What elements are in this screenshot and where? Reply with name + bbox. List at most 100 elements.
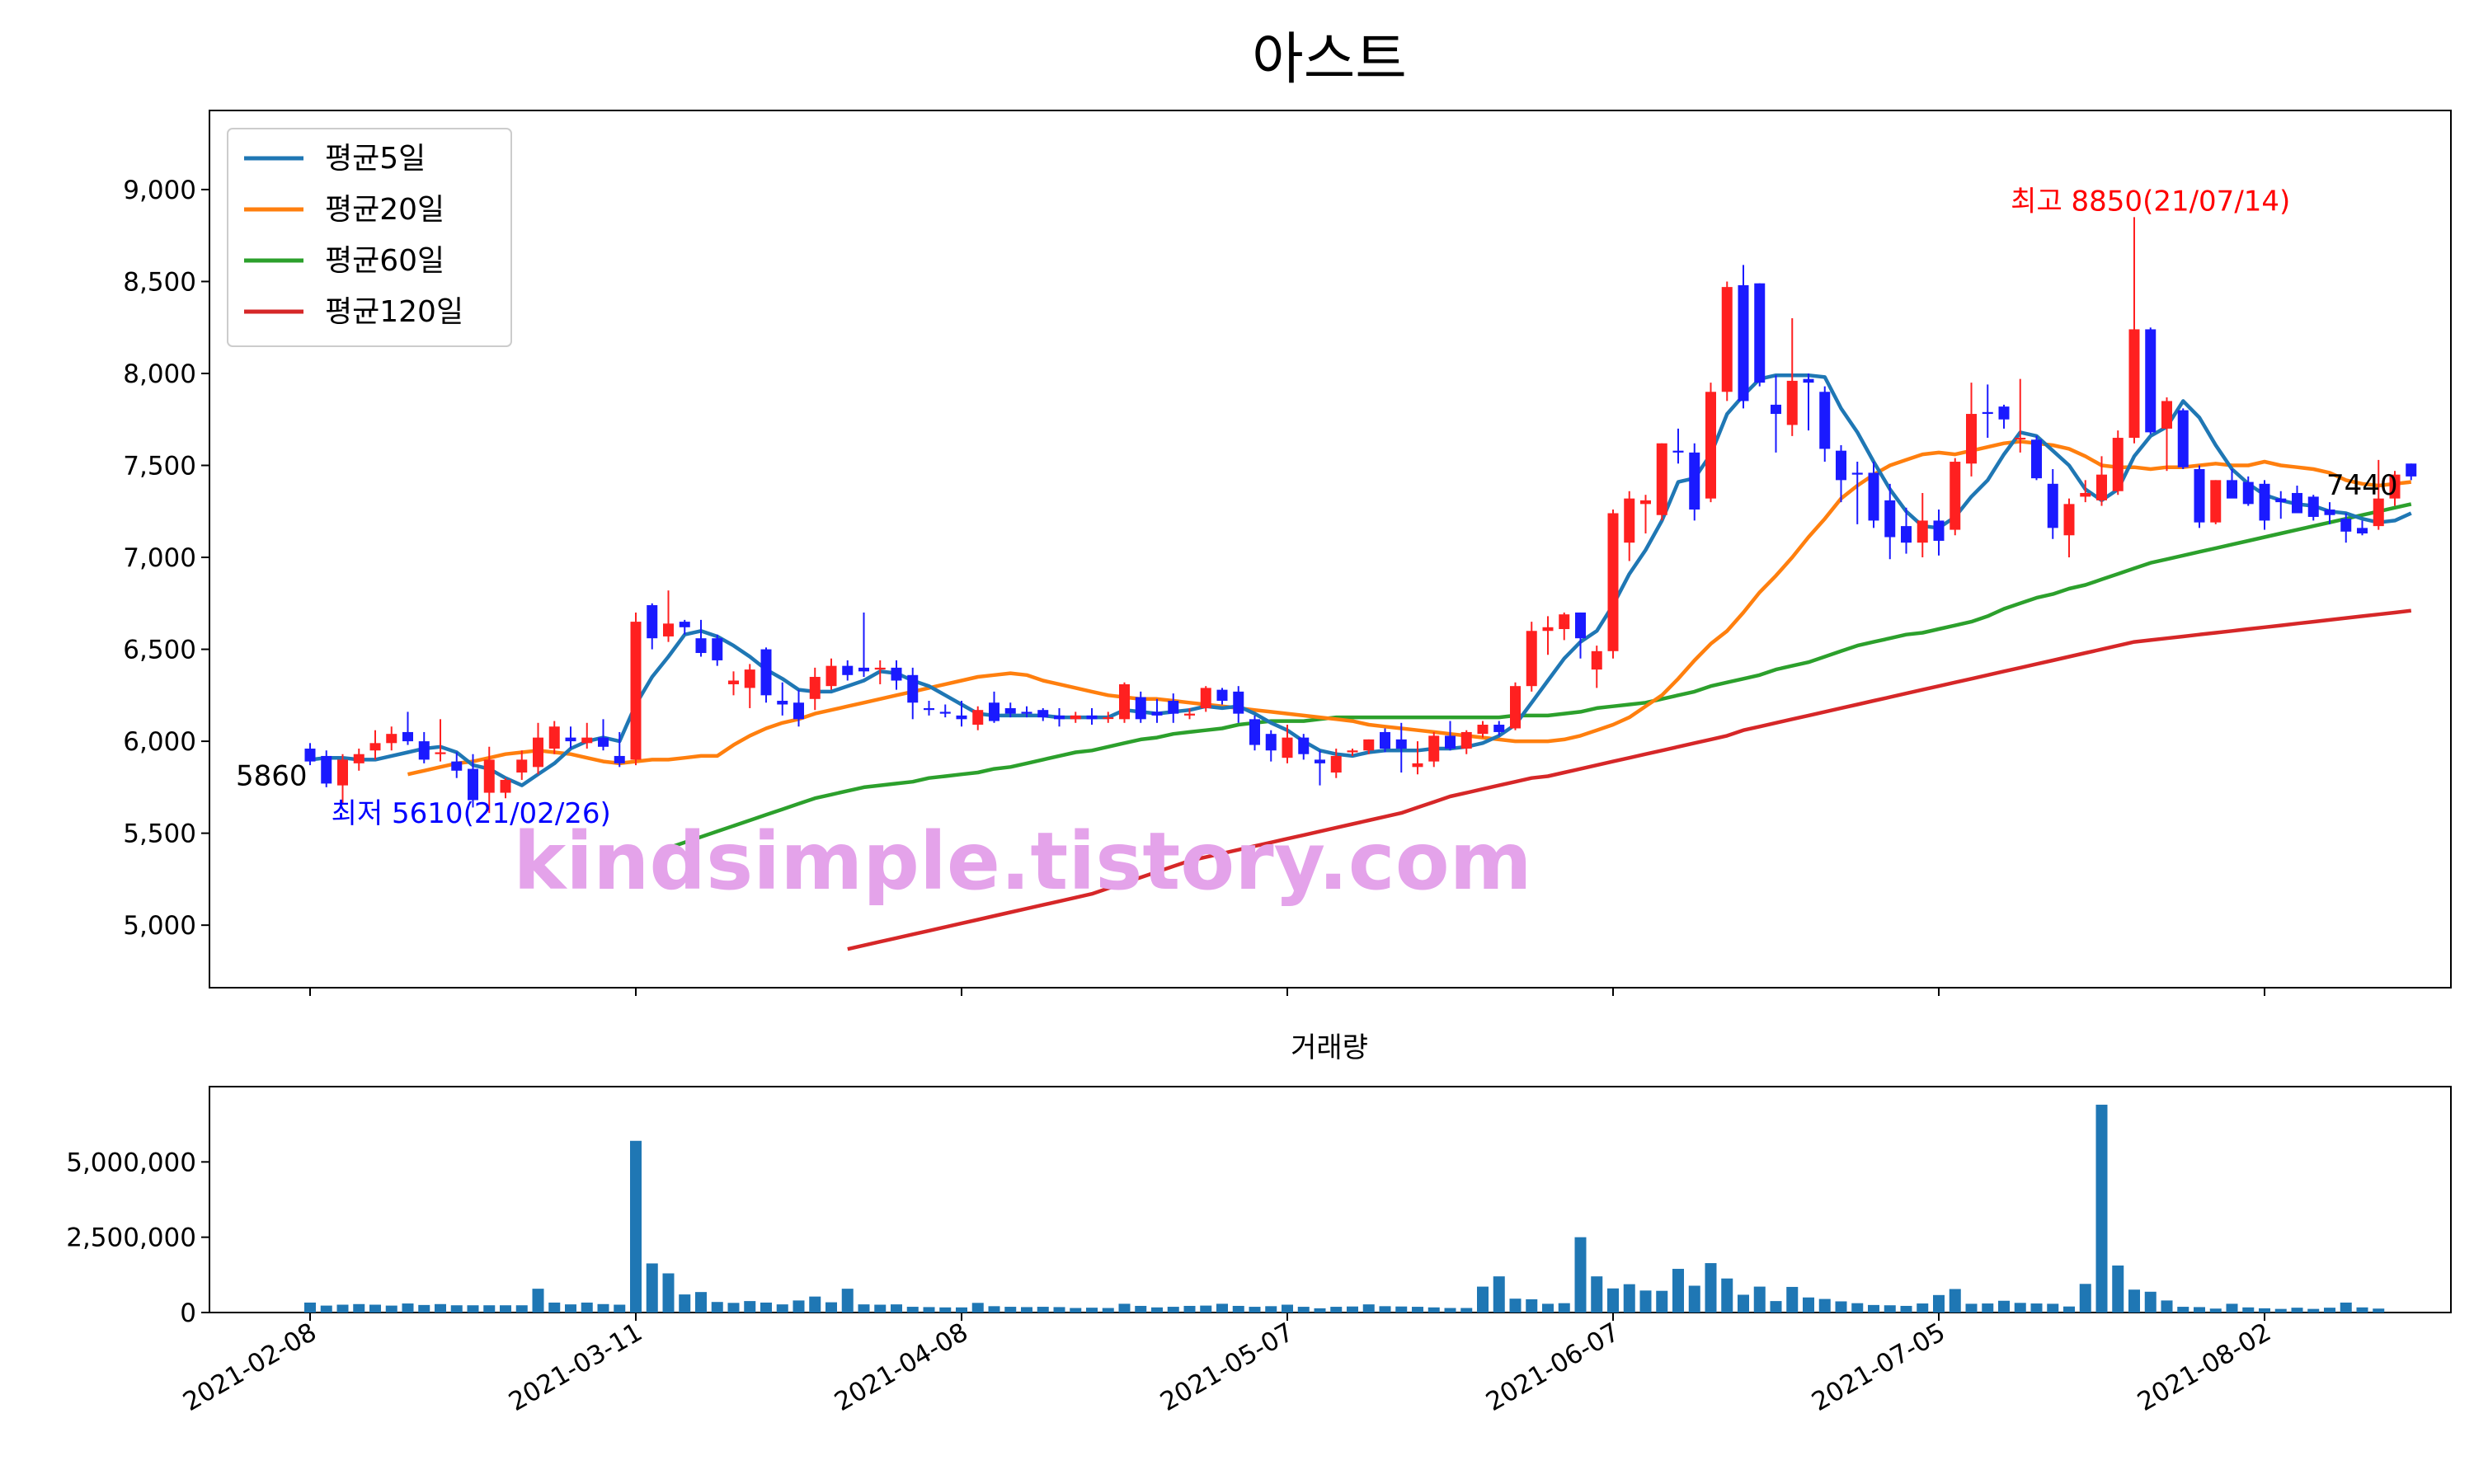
chart-title: 아스트 <box>1252 27 1407 92</box>
volume-bar <box>760 1302 772 1313</box>
candle-body <box>809 677 821 699</box>
volume-bar <box>906 1307 919 1313</box>
candle-body <box>1851 472 1863 475</box>
volume-bar <box>1574 1237 1587 1313</box>
volume-bar <box>2112 1266 2124 1313</box>
candle-body <box>793 702 804 720</box>
x-tick-label: 2021-08-02 <box>2133 1317 2276 1417</box>
candle-body <box>1771 404 1781 415</box>
candle <box>1315 750 1325 786</box>
volume-bar <box>1053 1307 1065 1313</box>
volume-bar <box>548 1302 561 1313</box>
volume-bar <box>923 1307 935 1313</box>
y-tick-label: 7,000 <box>123 543 196 573</box>
candle-body <box>1330 755 1342 773</box>
volume-bar <box>891 1304 902 1313</box>
candle <box>1982 384 1993 439</box>
legend-label: 평균60일 <box>325 244 444 278</box>
candle <box>1103 711 1114 723</box>
candle-body <box>1233 691 1244 714</box>
volume-bar <box>2014 1303 2026 1313</box>
candle-body <box>614 755 625 763</box>
volume-bar <box>1249 1307 1261 1313</box>
candle <box>2194 465 2205 528</box>
candle <box>483 746 495 814</box>
candle-body <box>2275 498 2287 503</box>
volume-bar <box>1803 1297 1814 1313</box>
candle <box>1656 443 1667 521</box>
volume-bar <box>1705 1263 1717 1313</box>
candle <box>630 612 642 766</box>
candle <box>1917 492 1928 558</box>
candle-body <box>1917 520 1928 543</box>
candle-body <box>1298 737 1310 754</box>
candle <box>2080 480 2091 503</box>
candle-body <box>565 737 576 742</box>
legend-label: 평균5일 <box>325 142 426 176</box>
candle-body <box>1624 498 1635 543</box>
candle <box>728 671 739 696</box>
y-tick-label: 5,000,000 <box>66 1148 196 1177</box>
candle <box>1510 682 1521 730</box>
volume-bar <box>841 1289 854 1313</box>
candle-body <box>2324 510 2335 515</box>
candle <box>1347 749 1358 756</box>
candle <box>353 749 365 771</box>
candle-body <box>1884 500 1896 538</box>
candle <box>1298 734 1310 760</box>
volume-bar <box>1135 1305 1147 1313</box>
candle <box>1363 739 1375 754</box>
volume-title: 거래량 <box>1291 1031 1368 1064</box>
candle-body <box>2389 474 2401 499</box>
volume-bar <box>1004 1307 1017 1313</box>
candle-body <box>369 743 381 751</box>
volume-bar <box>1542 1303 1554 1313</box>
candle-body <box>1363 739 1375 751</box>
candle-body <box>2307 496 2319 517</box>
candle <box>2031 435 2042 481</box>
candle <box>1851 462 1863 524</box>
volume-bar <box>2307 1308 2320 1313</box>
candle <box>939 704 951 718</box>
candle <box>1168 693 1179 723</box>
candle <box>2340 513 2352 543</box>
volume-bar <box>2242 1307 2255 1313</box>
candle-body <box>2145 329 2157 433</box>
volume-bar <box>744 1301 756 1313</box>
candle-body <box>1982 411 1993 415</box>
candle <box>679 619 690 635</box>
candle <box>1477 721 1489 738</box>
candle-body <box>2406 463 2417 477</box>
candle <box>1998 404 2010 429</box>
candle <box>760 647 772 703</box>
y-tick-label: 8,500 <box>123 267 196 297</box>
volume-bar <box>1721 1278 1733 1313</box>
volume-bar <box>1200 1305 1212 1313</box>
candle <box>304 743 316 766</box>
candle <box>1037 707 1049 721</box>
candle <box>2242 476 2254 506</box>
volume-bar <box>727 1303 740 1313</box>
volume-bar <box>500 1305 511 1313</box>
volume-bar <box>630 1140 642 1313</box>
volume-bar <box>809 1296 821 1313</box>
volume-bar <box>1379 1306 1391 1313</box>
candle <box>337 754 348 804</box>
candle <box>2145 327 2157 434</box>
volume-bar <box>532 1289 544 1313</box>
candle <box>1445 721 1456 751</box>
candle <box>695 619 707 657</box>
candle <box>598 719 609 751</box>
candle <box>2307 495 2319 521</box>
candle <box>1380 728 1390 753</box>
candle <box>1021 706 1032 718</box>
candle <box>614 731 625 768</box>
volume-bar <box>1526 1298 1538 1313</box>
volume-bar <box>1265 1306 1277 1313</box>
volume-bar <box>1851 1303 1864 1313</box>
volume-bar <box>2128 1289 2140 1313</box>
candle <box>1559 612 1570 641</box>
volume-bar <box>2161 1300 2173 1313</box>
candle-body <box>1282 737 1293 758</box>
candle-body <box>1803 378 1814 383</box>
